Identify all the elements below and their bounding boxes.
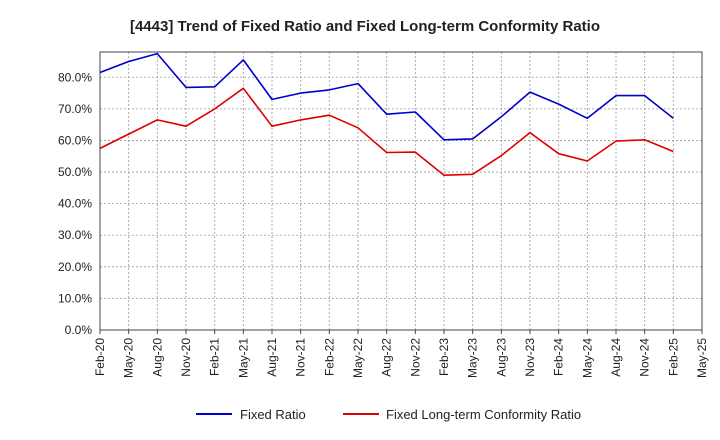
x-tick-label: Aug-23 bbox=[494, 338, 508, 377]
x-tick-label: May-23 bbox=[466, 338, 480, 378]
x-tick-label: Feb-21 bbox=[208, 338, 222, 376]
y-tick-label: 20.0% bbox=[58, 260, 92, 274]
y-tick-label: 60.0% bbox=[58, 133, 92, 147]
plot-frame bbox=[99, 51, 703, 331]
x-tick-label: Aug-21 bbox=[265, 338, 279, 377]
series-line bbox=[99, 87, 674, 176]
x-tick-label: Feb-20 bbox=[93, 338, 107, 376]
y-tick-label: 80.0% bbox=[58, 70, 92, 84]
x-tick-label: Aug-22 bbox=[380, 338, 394, 377]
x-tick-label: Nov-21 bbox=[294, 338, 308, 377]
grid bbox=[99, 52, 703, 331]
y-tick-label: 30.0% bbox=[58, 228, 92, 242]
x-tick-label: Nov-23 bbox=[523, 338, 537, 377]
x-tick-label: Feb-23 bbox=[437, 338, 451, 376]
series-line bbox=[99, 52, 674, 141]
y-axis-ticks: 0.0% 10.0% 20.0% 30.0% 40.0% 50.0% 60.0% 70.0% 8… bbox=[58, 70, 92, 337]
x-tick-label: May-24 bbox=[580, 338, 594, 378]
legend-label: Fixed Ratio bbox=[240, 407, 306, 422]
x-tick-label: Feb-22 bbox=[322, 338, 336, 376]
x-tick-label: May-20 bbox=[122, 338, 136, 378]
axes bbox=[99, 51, 703, 331]
x-tick-label: May-25 bbox=[695, 338, 709, 378]
legend: Fixed Ratio Fixed Long-term Conformity Ra… bbox=[196, 407, 581, 422]
chart-title: [4443] Trend of Fixed Ratio and Fixed Lo… bbox=[130, 18, 600, 35]
x-tick-label: Feb-24 bbox=[552, 338, 566, 376]
y-tick-label: 0.0% bbox=[65, 323, 93, 337]
series-lines bbox=[99, 52, 674, 176]
x-tick-label: Nov-24 bbox=[638, 338, 652, 377]
x-tick-label: Feb-25 bbox=[666, 338, 680, 376]
x-tick-label: May-21 bbox=[236, 338, 250, 378]
y-tick-label: 10.0% bbox=[58, 291, 92, 305]
x-tick-label: Aug-20 bbox=[150, 338, 164, 377]
x-axis-ticks: Feb-20 May-20 Aug-20 Nov-20 Feb-21 May-21 Aug-… bbox=[93, 330, 709, 378]
legend-label: Fixed Long-term Conformity Ratio bbox=[386, 407, 581, 422]
y-tick-label: 40.0% bbox=[58, 197, 92, 211]
x-tick-label: May-22 bbox=[351, 338, 365, 378]
x-tick-label: Aug-24 bbox=[609, 338, 623, 377]
y-tick-label: 50.0% bbox=[58, 165, 92, 179]
y-tick-label: 70.0% bbox=[58, 102, 92, 116]
x-tick-label: Nov-22 bbox=[408, 338, 422, 377]
x-tick-label: Nov-20 bbox=[179, 338, 193, 377]
